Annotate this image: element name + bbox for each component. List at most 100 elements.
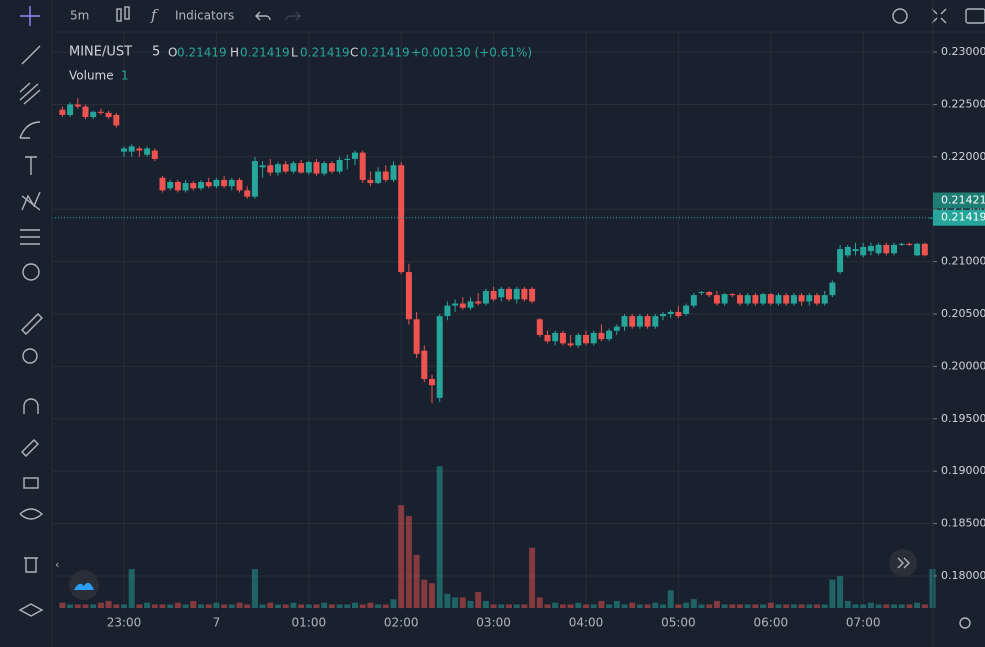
volume-bar — [690, 599, 697, 608]
candle-body — [105, 112, 112, 118]
volume-length: 1 — [121, 69, 129, 83]
volume-bar — [536, 597, 543, 608]
redo-button[interactable] — [285, 11, 301, 21]
trend-line-tool[interactable] — [21, 45, 41, 65]
candle-body — [752, 295, 759, 304]
volume-bar — [444, 593, 451, 608]
volume-bar — [675, 604, 682, 608]
volume-bar — [459, 597, 466, 608]
volume-bar — [67, 604, 74, 608]
volume-bar — [837, 576, 844, 608]
candle-body — [914, 243, 921, 256]
candle-body — [598, 332, 605, 340]
candle-body — [228, 179, 235, 187]
zoom-tool[interactable] — [22, 348, 38, 364]
volume-bar — [97, 602, 104, 608]
y-tick-label: 0.22000 — [941, 150, 985, 163]
screenshot-button[interactable] — [965, 8, 985, 24]
change: +0.00130 (+0.61%) — [411, 46, 532, 60]
axis-settings[interactable] — [959, 617, 971, 629]
fib-tool[interactable] — [19, 82, 41, 105]
volume-bar — [667, 590, 674, 608]
volume-bar — [860, 604, 867, 608]
text-tool[interactable] — [25, 156, 37, 175]
y-tick-label: 0.20500 — [941, 307, 985, 320]
candle-body — [898, 243, 905, 245]
candles-button[interactable] — [116, 6, 130, 22]
pattern-tool[interactable] — [21, 191, 41, 211]
indicators-button[interactable]: Indicators — [175, 9, 234, 23]
candle-body — [821, 295, 828, 304]
h-value: 0.21419 — [240, 46, 290, 60]
candle-body — [367, 179, 374, 184]
volume-bar — [898, 604, 905, 608]
emoji-tool[interactable] — [22, 263, 40, 281]
fullscreen-button[interactable] — [931, 8, 947, 24]
ruler-tool[interactable] — [21, 313, 43, 335]
volume-bar — [482, 600, 489, 608]
candle-body — [675, 311, 682, 317]
candle-body — [305, 162, 312, 173]
candle-body — [529, 288, 536, 302]
settings-button[interactable] — [892, 8, 908, 24]
volume-bar — [413, 554, 420, 608]
candle-body — [413, 319, 420, 354]
candle-body — [683, 305, 690, 315]
collapse-button[interactable]: ‹ — [55, 558, 59, 571]
volume-bar — [167, 604, 174, 608]
candle-body — [382, 171, 389, 180]
volume-bar — [105, 600, 112, 608]
volume-bar — [82, 604, 89, 608]
candle-body — [251, 161, 258, 197]
candle-body — [444, 305, 451, 317]
candle-body — [429, 378, 435, 386]
volume-bar — [452, 597, 459, 608]
crosshair-tool[interactable] — [20, 6, 40, 26]
volume-bar — [729, 604, 736, 608]
brush-tool[interactable] — [19, 121, 41, 139]
volume-bar — [644, 604, 651, 608]
volume-bar — [883, 604, 890, 608]
candle-body — [136, 148, 143, 151]
volume-bar — [914, 602, 921, 608]
candle-body — [806, 295, 813, 302]
candle-body — [721, 294, 728, 304]
volume-bar — [737, 604, 743, 608]
volume-bar — [336, 604, 343, 608]
lock-tool[interactable] — [23, 477, 39, 489]
candle-body — [767, 294, 774, 304]
x-tick-label: 01:00 — [292, 616, 327, 630]
volume-bar — [621, 604, 628, 608]
candle-body — [506, 288, 512, 300]
interval-button[interactable]: 5m — [70, 9, 89, 23]
logo[interactable] — [69, 570, 99, 600]
volume-bar — [421, 579, 428, 608]
prediction-tool[interactable] — [20, 229, 40, 245]
candle-body — [921, 243, 928, 256]
candle-body — [159, 177, 166, 191]
candle-body — [236, 179, 243, 191]
trash-tool[interactable] — [24, 557, 38, 573]
candle-body — [213, 179, 220, 187]
visibility-tool[interactable] — [19, 508, 44, 520]
lock-drawings-tool[interactable] — [21, 439, 39, 457]
magnet-tool[interactable] — [23, 398, 39, 414]
candle-body — [667, 311, 674, 315]
candle-body — [544, 334, 551, 342]
candle-body — [698, 292, 705, 294]
volume-bar — [552, 602, 559, 608]
volume-bar — [259, 604, 266, 608]
x-tick-label: 05:00 — [661, 616, 696, 630]
fx-icon: f — [150, 6, 159, 24]
undo-button[interactable] — [255, 11, 271, 21]
volume-bar — [660, 604, 666, 608]
candle-body — [67, 104, 74, 115]
volume-bar — [151, 604, 158, 608]
volume-bar — [721, 604, 728, 608]
candle-body — [552, 332, 559, 342]
candle-body — [790, 295, 797, 304]
object-tree[interactable] — [18, 603, 44, 617]
volume-bar — [174, 602, 181, 608]
legend: MINE/UST 5 O 0.21419 H 0.21419 L 0.21419… — [69, 45, 532, 83]
